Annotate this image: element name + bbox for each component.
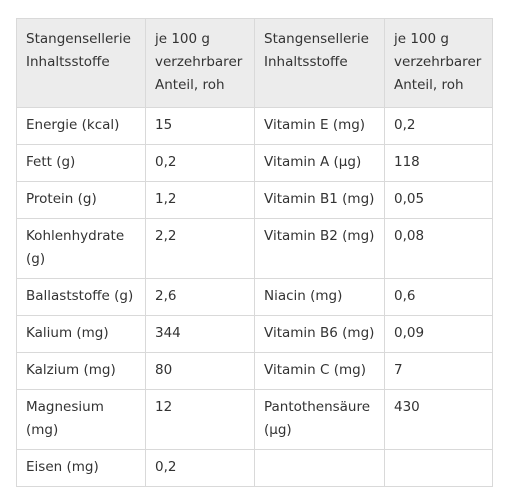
ingredient-cell: Eisen (mg) xyxy=(16,449,146,487)
nutrition-table-container: Stangensellerie Inhaltsstoffe je 100 g v… xyxy=(16,18,493,487)
nutrition-table: Stangensellerie Inhaltsstoffe je 100 g v… xyxy=(16,18,493,487)
table-row: Ballaststoffe (g) 2,6 Niacin (mg) 0,6 xyxy=(16,278,493,316)
table-row: Protein (g) 1,2 Vitamin B1 (mg) 0,05 xyxy=(16,181,493,219)
ingredient-cell: Kohlenhydrate (g) xyxy=(16,218,146,279)
header-amount-right: je 100 g verzehrbarer Anteil, roh xyxy=(384,18,493,108)
amount-cell: 7 xyxy=(384,352,493,390)
header-ingredient-right: Stangensellerie Inhaltsstoffe xyxy=(254,18,385,108)
ingredient-cell: Vitamin B2 (mg) xyxy=(254,218,385,279)
table-row: Energie (kcal) 15 Vitamin E (mg) 0,2 xyxy=(16,107,493,145)
header-ingredient-left: Stangensellerie Inhaltsstoffe xyxy=(16,18,146,108)
table-row: Magnesium (mg) 12 Pantothensäure (µg) 43… xyxy=(16,389,493,450)
ingredient-cell: Protein (g) xyxy=(16,181,146,219)
ingredient-cell: Pantothensäure (µg) xyxy=(254,389,385,450)
table-row: Kohlenhydrate (g) 2,2 Vitamin B2 (mg) 0,… xyxy=(16,218,493,279)
ingredient-cell: Vitamin E (mg) xyxy=(254,107,385,145)
ingredient-cell: Niacin (mg) xyxy=(254,278,385,316)
amount-cell: 0,2 xyxy=(384,107,493,145)
amount-cell xyxy=(384,449,493,487)
amount-cell: 0,05 xyxy=(384,181,493,219)
amount-cell: 2,2 xyxy=(145,218,255,279)
amount-cell: 15 xyxy=(145,107,255,145)
ingredient-cell: Vitamin C (mg) xyxy=(254,352,385,390)
ingredient-cell: Ballaststoffe (g) xyxy=(16,278,146,316)
amount-cell: 0,6 xyxy=(384,278,493,316)
table-row: Eisen (mg) 0,2 xyxy=(16,449,493,487)
amount-cell: 0,09 xyxy=(384,315,493,353)
ingredient-cell xyxy=(254,449,385,487)
header-amount-left: je 100 g verzehrbarer Anteil, roh xyxy=(145,18,255,108)
ingredient-cell: Magnesium (mg) xyxy=(16,389,146,450)
amount-cell: 430 xyxy=(384,389,493,450)
amount-cell: 0,2 xyxy=(145,144,255,182)
amount-cell: 344 xyxy=(145,315,255,353)
table-row: Kalzium (mg) 80 Vitamin C (mg) 7 xyxy=(16,352,493,390)
amount-cell: 80 xyxy=(145,352,255,390)
ingredient-cell: Vitamin B6 (mg) xyxy=(254,315,385,353)
ingredient-cell: Kalium (mg) xyxy=(16,315,146,353)
table-header-row: Stangensellerie Inhaltsstoffe je 100 g v… xyxy=(16,18,493,108)
ingredient-cell: Vitamin B1 (mg) xyxy=(254,181,385,219)
ingredient-cell: Vitamin A (µg) xyxy=(254,144,385,182)
table-row: Fett (g) 0,2 Vitamin A (µg) 118 xyxy=(16,144,493,182)
amount-cell: 0,08 xyxy=(384,218,493,279)
ingredient-cell: Energie (kcal) xyxy=(16,107,146,145)
amount-cell: 0,2 xyxy=(145,449,255,487)
ingredient-cell: Kalzium (mg) xyxy=(16,352,146,390)
ingredient-cell: Fett (g) xyxy=(16,144,146,182)
amount-cell: 1,2 xyxy=(145,181,255,219)
amount-cell: 2,6 xyxy=(145,278,255,316)
amount-cell: 118 xyxy=(384,144,493,182)
table-row: Kalium (mg) 344 Vitamin B6 (mg) 0,09 xyxy=(16,315,493,353)
amount-cell: 12 xyxy=(145,389,255,450)
